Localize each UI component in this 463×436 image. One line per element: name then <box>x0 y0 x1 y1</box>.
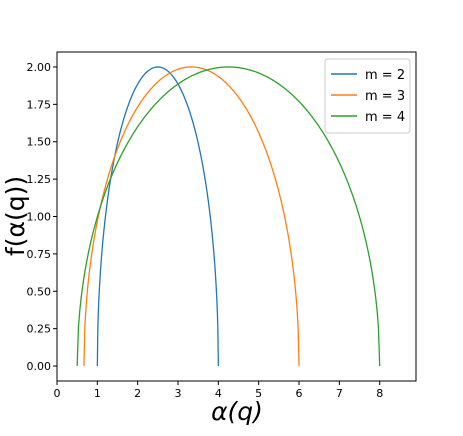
y-tick-label: 0.75 <box>27 248 52 261</box>
y-tick-label: 1.75 <box>27 98 52 111</box>
series-lines <box>76 66 381 367</box>
y-tick-label: 1.00 <box>27 211 52 224</box>
y-tick-label: 1.25 <box>27 173 52 186</box>
x-axis-ticks: 0 1 2 3 4 5 6 7 8 <box>54 381 383 400</box>
y-tick-label: 0.25 <box>27 323 52 336</box>
y-tick-label: 1.50 <box>27 136 52 149</box>
y-tick-label: 2.00 <box>27 61 52 74</box>
x-tick-label: 8 <box>376 387 383 400</box>
x-tick-label: 5 <box>255 387 262 400</box>
legend-box <box>324 58 411 134</box>
legend-label: m = 2 <box>365 68 405 83</box>
series-line-m3 <box>83 66 300 367</box>
legend-label: m = 3 <box>365 89 405 104</box>
x-tick-label: 7 <box>336 387 343 400</box>
x-axis-label: α(q) <box>211 397 263 426</box>
x-tick-label: 6 <box>296 387 303 400</box>
series-line-m4 <box>76 66 381 367</box>
x-tick-label: 0 <box>54 387 61 400</box>
y-axis-ticks: 0.00 0.25 0.50 0.75 1.00 1.25 1.50 1.75 2.00 <box>27 61 57 373</box>
legend: m = 2 m = 3 m = 4 <box>324 58 411 134</box>
y-tick-label: 0.50 <box>27 285 52 298</box>
x-tick-label: 2 <box>134 387 141 400</box>
y-axis-label: f(α(q)) <box>1 176 30 256</box>
x-tick-label: 3 <box>175 387 182 400</box>
legend-label: m = 4 <box>365 110 405 125</box>
y-tick-label: 0.00 <box>27 360 52 373</box>
series-line-m2 <box>96 66 219 367</box>
x-tick-label: 1 <box>94 387 101 400</box>
x-tick-label: 4 <box>215 387 222 400</box>
